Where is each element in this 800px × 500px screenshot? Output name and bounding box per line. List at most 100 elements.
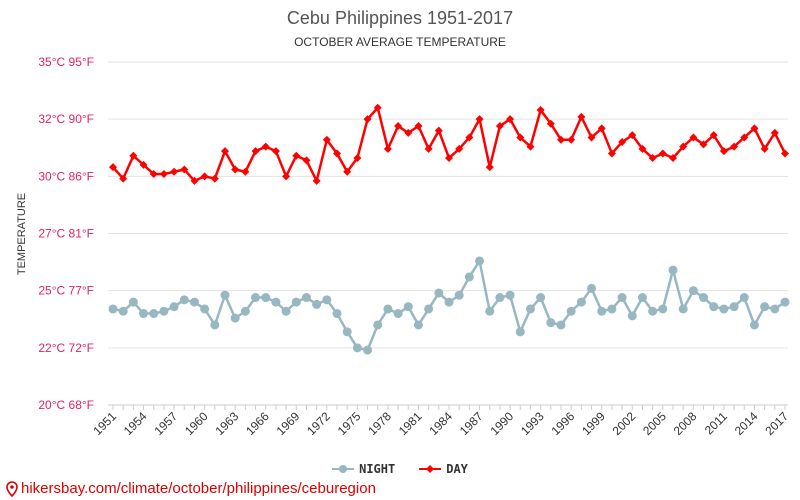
x-tick-label: 1975 bbox=[335, 409, 364, 438]
data-point-night bbox=[719, 304, 729, 314]
x-tick-label: 2005 bbox=[640, 409, 669, 438]
data-point-night bbox=[668, 265, 678, 275]
data-point-day bbox=[628, 131, 637, 140]
data-point-day bbox=[353, 154, 362, 163]
data-point-night bbox=[617, 293, 627, 303]
legend-item-day[interactable]: DAY bbox=[419, 462, 468, 476]
data-point-day bbox=[658, 149, 667, 158]
data-point-night bbox=[434, 288, 444, 298]
data-point-night bbox=[383, 304, 393, 314]
x-tick-label: 1990 bbox=[487, 409, 516, 438]
data-point-day bbox=[557, 135, 565, 144]
footer-url: hikersbay.com/climate/october/philippine… bbox=[21, 480, 376, 497]
x-tick-label: 1984 bbox=[426, 409, 455, 438]
legend-item-night[interactable]: NIGHT bbox=[332, 462, 395, 476]
data-point-night bbox=[159, 306, 169, 316]
x-tick-label: 2011 bbox=[702, 409, 730, 437]
data-point-day bbox=[292, 151, 301, 160]
data-point-night bbox=[403, 302, 413, 312]
x-tick-label: 1957 bbox=[151, 409, 180, 438]
data-point-day bbox=[343, 167, 352, 176]
y-tick-label: 22°C 72°F bbox=[38, 341, 94, 355]
data-point-night bbox=[678, 304, 688, 314]
data-point-night bbox=[729, 302, 739, 312]
data-point-night bbox=[393, 309, 403, 319]
data-point-night bbox=[271, 297, 281, 307]
data-point-night bbox=[566, 306, 576, 316]
data-point-day bbox=[210, 174, 219, 183]
data-point-day bbox=[618, 138, 627, 147]
data-point-night bbox=[576, 297, 586, 307]
data-point-night bbox=[149, 309, 159, 319]
data-point-night bbox=[240, 306, 250, 316]
data-point-night bbox=[332, 309, 342, 319]
data-point-night bbox=[597, 306, 607, 316]
data-point-day bbox=[282, 172, 291, 181]
y-tick-label: 20°C 68°F bbox=[38, 398, 94, 412]
data-point-night bbox=[200, 304, 210, 314]
chart-title: Cebu Philippines 1951-2017 bbox=[286, 8, 514, 28]
data-point-night bbox=[189, 297, 199, 307]
data-point-day bbox=[719, 147, 728, 156]
line-chart: 20°C 68°F 22°C 72°F 25°C 77°F 27°C 81°F 30°C… bbox=[16, 55, 791, 438]
data-point-night bbox=[648, 306, 658, 316]
data-point-night bbox=[525, 304, 535, 314]
footer-link[interactable]: hikersbay.com/climate/october/philippine… bbox=[6, 480, 376, 497]
x-tick-label: 2017 bbox=[762, 409, 791, 438]
x-tick-label: 2014 bbox=[732, 409, 761, 438]
data-point-day bbox=[546, 119, 555, 128]
data-point-day bbox=[434, 126, 443, 135]
data-point-day bbox=[170, 167, 179, 176]
data-point-night bbox=[546, 318, 556, 328]
data-point-night bbox=[627, 311, 637, 321]
data-point-night bbox=[342, 327, 352, 337]
data-point-night bbox=[475, 256, 485, 266]
data-point-day bbox=[577, 112, 586, 121]
legend-label-night: NIGHT bbox=[359, 462, 396, 476]
data-point-night bbox=[637, 293, 647, 303]
data-point-day bbox=[607, 149, 616, 158]
data-point-night bbox=[413, 320, 423, 330]
data-point-night bbox=[780, 297, 790, 307]
data-point-day bbox=[781, 149, 789, 158]
data-point-night bbox=[291, 297, 301, 307]
data-point-day bbox=[241, 167, 250, 176]
data-point-night bbox=[739, 293, 749, 303]
data-point-night bbox=[118, 306, 128, 316]
data-point-day bbox=[730, 142, 739, 151]
x-tick-label: 1978 bbox=[365, 409, 394, 438]
data-point-night bbox=[587, 283, 597, 293]
data-point-day bbox=[679, 142, 688, 151]
data-point-night bbox=[770, 304, 780, 314]
data-point-day bbox=[669, 154, 677, 163]
data-point-day bbox=[180, 165, 189, 174]
legend: NIGHT DAY bbox=[0, 462, 800, 476]
data-point-night bbox=[485, 306, 495, 316]
data-point-day bbox=[322, 135, 331, 144]
data-point-day bbox=[689, 133, 698, 142]
data-point-night bbox=[556, 320, 566, 330]
data-point-night bbox=[322, 295, 332, 305]
data-point-day bbox=[424, 144, 433, 153]
data-point-day bbox=[516, 133, 525, 142]
data-point-night bbox=[363, 345, 373, 355]
x-tick-label: 1981 bbox=[396, 409, 425, 438]
data-point-day bbox=[139, 160, 148, 169]
data-point-day bbox=[526, 142, 535, 151]
legend-label-day: DAY bbox=[446, 462, 468, 476]
data-point-day bbox=[394, 122, 403, 131]
data-point-night bbox=[301, 293, 311, 303]
x-tick-label: 1969 bbox=[274, 409, 303, 438]
data-point-day bbox=[221, 147, 229, 156]
data-point-day bbox=[261, 142, 270, 151]
data-point-day bbox=[760, 144, 769, 153]
x-tick-label: 1951 bbox=[90, 409, 119, 438]
data-point-day bbox=[750, 124, 759, 133]
data-point-day bbox=[200, 172, 209, 181]
data-point-night bbox=[169, 302, 179, 312]
x-tick-label: 1987 bbox=[457, 409, 486, 438]
x-tick-label: 1954 bbox=[121, 409, 150, 438]
data-point-day bbox=[455, 144, 464, 153]
data-point-day bbox=[465, 133, 474, 142]
x-tick-label: 1996 bbox=[549, 409, 578, 438]
